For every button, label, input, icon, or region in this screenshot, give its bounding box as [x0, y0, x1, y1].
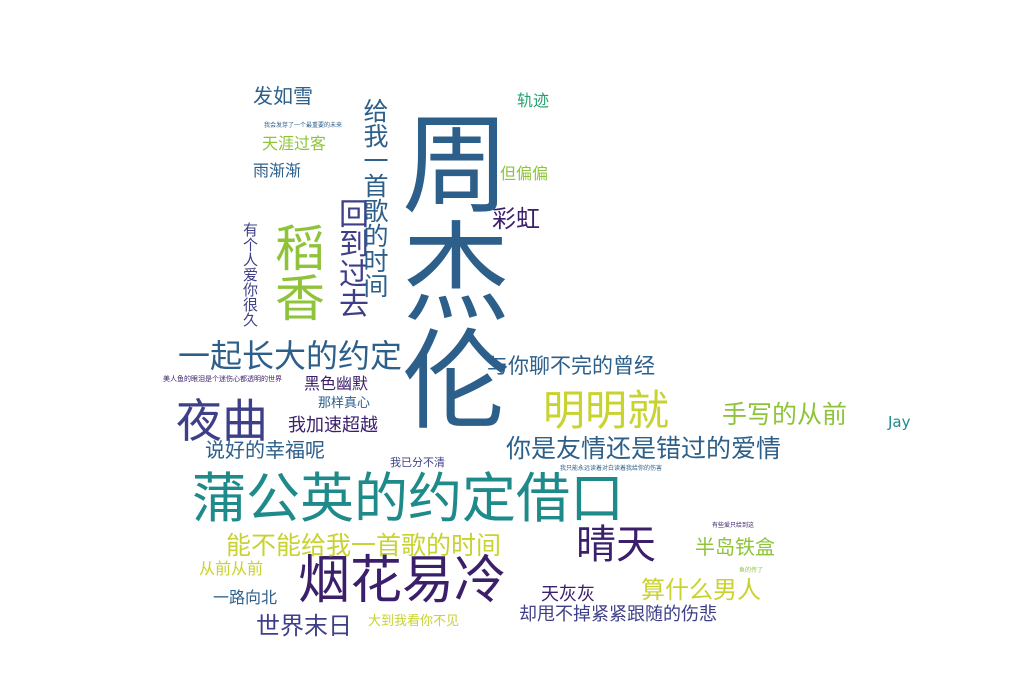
word-qing-tian: 晴天	[576, 522, 656, 568]
word-tian-hui-hui: 天灰灰	[541, 584, 595, 605]
word-cong-qian: 从前从前	[199, 559, 264, 578]
word-ye-qu: 夜曲	[176, 394, 268, 448]
word-shou-xie: 手写的从前	[722, 400, 848, 429]
word-fa-ru-xue: 发如雪	[253, 84, 313, 108]
word-dao-xiang: 稻香	[267, 222, 325, 322]
word-yu-ni-liao: 与你聊不完的曾经	[487, 354, 655, 378]
word-jay: Jay	[888, 413, 911, 431]
word-zhou-jie-lun: 周杰伦	[384, 108, 509, 432]
word-tiny-yu-de: 鱼的传了	[739, 567, 764, 574]
word-jia-su: 我加速超越	[288, 415, 378, 436]
word-yu-jian-jian: 雨渐渐	[253, 161, 302, 180]
word-wo-yi-fen-bu-qing: 我已分不清	[390, 456, 445, 469]
word-yan-hua-yi-leng: 烟花易冷	[298, 551, 507, 611]
word-hui-dao-guo-qu: 回到过去	[333, 198, 368, 318]
word-yi-lu-xiang-bei: 一路向北	[213, 588, 278, 607]
word-tiny-you-xie-ai: 有些爱只给到这	[712, 522, 755, 529]
word-gui-ji: 轨迹	[517, 91, 550, 110]
word-suan-shen-me: 算什么男人	[641, 576, 761, 604]
word-tiny-fa-ya: 我会发芽了一个最重要的未来	[264, 122, 343, 129]
word-ming-ming-jiu: 明明就	[543, 386, 670, 435]
word-hei-se-you-mo: 黑色幽默	[304, 374, 369, 393]
word-da-dao: 大到我看你不见	[368, 614, 460, 629]
word-shuo-hao: 说好的幸福呢	[205, 438, 325, 462]
word-tiny-wo-zhi-neng: 我只能永远读着对白读着我给你的伤害	[560, 465, 663, 472]
word-dan-pian-pian: 但偏偏	[500, 164, 549, 183]
word-you-qing: 你是友情还是错过的爱情	[506, 434, 782, 463]
word-neng-bu-neng: 能不能给我一首歌的时间	[226, 531, 502, 560]
word-cai-hong: 彩虹	[492, 205, 540, 233]
word-pu-gong-ying: 蒲公英的约定借口	[192, 467, 624, 530]
word-yi-qi-zhang-da: 一起长大的约定	[178, 337, 403, 375]
word-ban-dao: 半岛铁盒	[695, 535, 775, 559]
word-tian-ya: 天涯过客	[262, 134, 327, 153]
word-tiny-mei-ren-yu: 美人鱼的眼泪是个迷伤心都透明的世界	[163, 375, 282, 383]
word-shi-jie-mo-ri: 世界末日	[256, 612, 352, 640]
word-you-ge-ren: 有个人爱你很久	[241, 222, 259, 327]
word-que-shuai: 却甩不掉紧紧跟随的伤悲	[519, 604, 717, 625]
word-gei-wo-yi-shou-ge: 给我一首歌的时间	[360, 98, 389, 298]
word-na-yang-zhen-xin: 那样真心	[318, 396, 371, 411]
